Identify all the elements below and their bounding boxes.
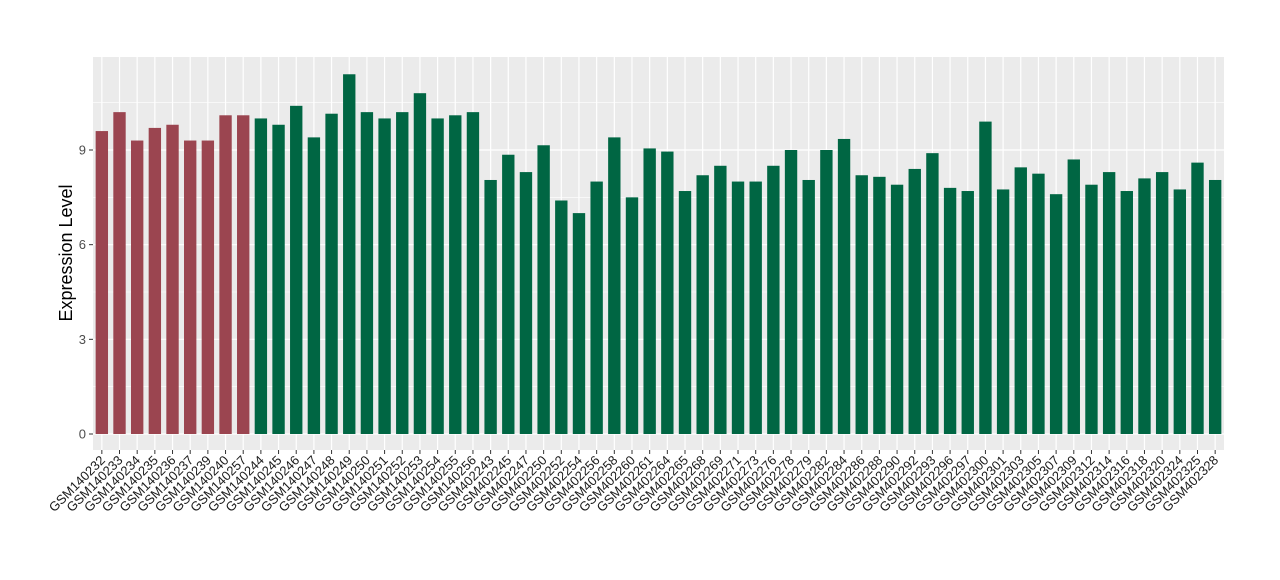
y-tick-label: 9 [79,143,86,158]
bar [837,138,851,434]
bar [272,124,285,434]
y-tick-label: 3 [79,332,86,347]
y-tick-label: 0 [79,427,86,442]
bar [820,150,833,434]
y-tick-label: 6 [79,237,86,252]
bar [1191,162,1204,434]
bar [1014,167,1027,434]
bar [1032,173,1045,434]
bar [943,187,957,434]
bar [1138,178,1151,434]
bar [449,115,462,435]
bar [343,74,356,435]
bar [1173,189,1187,434]
x-axis: GSM140232GSM140233GSM140234GSM140235GSM1… [46,450,1221,515]
bar [484,179,497,434]
bar [979,121,992,434]
bar [749,181,762,434]
bar [855,175,868,434]
y-axis: 0 3 6 9 [79,143,93,442]
bar [961,191,974,434]
bar [166,124,179,434]
bar [714,165,727,434]
bar [643,148,656,434]
bar [890,184,904,434]
bar [731,181,745,434]
bar [572,213,586,434]
bar [767,165,780,434]
bar [396,112,409,434]
bar [996,189,1010,434]
bar [678,191,692,434]
bar [608,137,621,434]
bar [1120,191,1133,434]
bar [1067,159,1080,434]
bar [537,145,550,434]
bar [1208,179,1222,434]
bar [661,151,674,435]
bar [625,197,639,434]
bar [413,93,427,434]
bar [1102,172,1116,435]
bar [802,179,815,434]
bar [908,168,921,434]
bar [307,137,321,434]
bar [590,181,603,434]
bar [148,127,162,435]
y-axis-title: Expression Level [56,184,76,321]
bar [201,140,215,435]
bar [360,112,374,434]
bar [519,172,533,435]
bar [1155,172,1169,435]
bar [873,176,886,435]
bar [325,113,338,434]
bar [184,140,197,435]
bar [466,112,480,434]
bar [254,118,268,434]
bar [95,131,109,435]
bar [219,115,232,435]
bar [555,200,568,434]
bar [113,112,126,434]
bar [784,150,798,434]
bar [378,118,391,434]
bar [696,175,709,434]
bar [237,115,250,435]
bars [95,74,1222,435]
bar [431,118,444,434]
bar [290,105,303,435]
bar [1085,184,1098,434]
bar [926,153,939,434]
bar [502,154,515,434]
bar [130,140,144,435]
bar [1049,194,1063,434]
